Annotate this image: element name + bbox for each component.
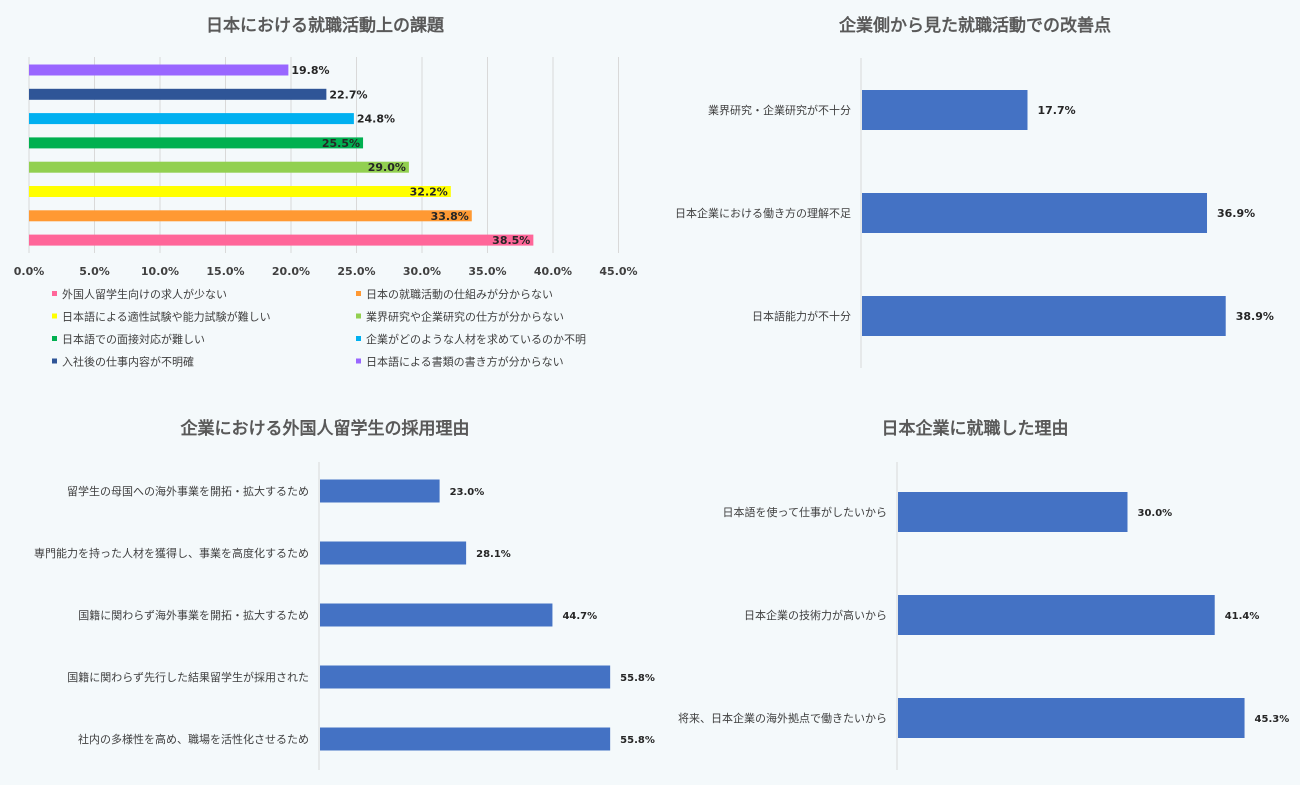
data-label: 19.8%	[291, 64, 329, 77]
chart-title: 日本における就職活動上の課題	[206, 15, 445, 36]
data-label: 30.0%	[1138, 508, 1173, 519]
legend-label: 日本語による書類の書き方が分からない	[366, 355, 564, 369]
bars: 38.5% 33.8% 32.2% 29.0% 25.5% 24.8% 22.7%19.8%	[29, 64, 534, 247]
bar	[29, 210, 472, 222]
x-axis-ticks: 0.0% 5.0% 10.0% 15.0% 20.0% 25.0% 30.0% 35.0% 40…	[14, 265, 638, 278]
bar	[898, 698, 1245, 738]
bar	[29, 64, 289, 76]
data-label: 41.4%	[1225, 611, 1260, 622]
chart-title: 日本企業に就職した理由	[882, 418, 1069, 439]
legend-swatch	[356, 336, 361, 341]
chart-company-improvement-points: 企業側から見た就職活動での改善点 業界研究・企業研究が不十分 17.7% 日本企業に…	[675, 15, 1274, 368]
x-tick-label: 40.0%	[534, 265, 572, 278]
x-tick-label: 35.0%	[468, 265, 506, 278]
data-label: 22.7%	[329, 88, 367, 101]
data-label: 38.9%	[1236, 310, 1274, 323]
legend-label: 業界研究や企業研究の仕方が分からない	[366, 310, 564, 324]
legend-label: 入社後の仕事内容が不明確	[62, 355, 194, 369]
data-label: 36.9%	[1217, 207, 1255, 220]
x-tick-label: 25.0%	[337, 265, 375, 278]
category-label: 専門能力を持った人材を獲得し、事業を高度化するため	[34, 546, 309, 560]
bar	[320, 603, 553, 627]
legend-swatch	[52, 291, 57, 296]
x-tick-label: 30.0%	[403, 265, 441, 278]
legend-label: 日本語での面接対応が難しい	[62, 332, 205, 346]
x-tick-label: 45.0%	[599, 265, 637, 278]
data-label: 23.0%	[450, 487, 485, 498]
category-label: 業界研究・企業研究が不十分	[708, 103, 851, 117]
legend-label: 企業がどのような人材を求めているのか不明	[366, 332, 586, 346]
bar	[29, 137, 364, 149]
data-label: 32.2%	[410, 186, 448, 199]
category-label: 社内の多様性を高め、職場を活性化させるため	[78, 732, 309, 746]
category-label: 日本企業の技術力が高いから	[744, 608, 887, 622]
legend-swatch	[52, 358, 57, 364]
bar	[320, 541, 467, 565]
data-label: 33.8%	[431, 210, 469, 223]
bar	[29, 161, 409, 173]
bar	[29, 234, 534, 246]
legend-swatch	[52, 336, 57, 341]
data-label: 55.8%	[620, 673, 655, 684]
chart-title: 企業における外国人留学生の採用理由	[180, 418, 470, 439]
bar	[29, 186, 451, 197]
x-tick-label: 0.0%	[14, 265, 45, 278]
bar	[862, 90, 1028, 130]
legend-swatch	[356, 313, 361, 319]
category-label: 日本語能力が不十分	[752, 309, 851, 323]
chart-title: 企業側から見た就職活動での改善点	[838, 15, 1111, 36]
bar	[320, 727, 611, 751]
x-tick-label: 15.0%	[206, 265, 244, 278]
category-label: 日本企業における働き方の理解不足	[675, 206, 851, 220]
bar	[898, 492, 1128, 532]
chart-job-hunting-issues: 日本における就職活動上の課題 38.5% 33.8% 32.2% 29.0% 25.5%…	[14, 15, 638, 369]
category-label: 国籍に関わらず先行した結果留学生が採用された	[67, 670, 309, 684]
bars: 業界研究・企業研究が不十分 17.7% 日本企業における働き方の理解不足 36.9% 日…	[675, 58, 1274, 368]
data-label: 38.5%	[492, 234, 530, 247]
data-label: 44.7%	[562, 611, 597, 622]
category-label: 国籍に関わらず海外事業を開拓・拡大するため	[78, 608, 309, 622]
chart-hiring-reasons: 企業における外国人留学生の採用理由 留学生の母国への海外事業を開拓・拡大するため…	[34, 418, 655, 770]
data-label: 55.8%	[620, 735, 655, 746]
data-label: 24.8%	[357, 113, 395, 126]
bars: 日本語を使って仕事がしたいから 30.0% 日本企業の技術力が高いから 41.4% 将来…	[678, 462, 1289, 770]
legend-swatch	[356, 358, 361, 364]
legend-label: 日本語による適性試験や能力試験が難しい	[62, 310, 271, 324]
bar	[29, 88, 327, 100]
legend: 外国人留学生向けの求人が少ない 日本の就職活動の仕組みが分からない日本語による適性…	[52, 287, 586, 369]
data-label: 17.7%	[1037, 104, 1075, 117]
bars: 留学生の母国への海外事業を開拓・拡大するため 23.0% 専門能力を持った人材を獲得…	[34, 462, 655, 770]
bar	[898, 595, 1215, 635]
data-label: 25.5%	[322, 137, 360, 150]
data-label: 29.0%	[368, 161, 406, 174]
legend-swatch	[52, 313, 57, 319]
legend-swatch	[356, 291, 361, 296]
category-label: 留学生の母国への海外事業を開拓・拡大するため	[67, 484, 309, 498]
chart-reasons-joining-japanese-company: 日本企業に就職した理由 日本語を使って仕事がしたいから 30.0% 日本企業の技術力…	[678, 418, 1289, 770]
category-label: 将来、日本企業の海外拠点で働きたいから	[678, 711, 887, 725]
data-label: 45.3%	[1255, 714, 1290, 725]
gridlines	[28, 57, 619, 253]
bar	[320, 479, 440, 503]
legend-label: 外国人留学生向けの求人が少ない	[62, 287, 227, 301]
legend-label: 日本の就職活動の仕組みが分からない	[366, 287, 553, 301]
data-label: 28.1%	[476, 549, 511, 560]
x-tick-label: 10.0%	[141, 265, 179, 278]
bar	[862, 296, 1226, 336]
bar	[862, 193, 1208, 233]
category-label: 日本語を使って仕事がしたいから	[723, 505, 887, 519]
x-tick-label: 5.0%	[79, 265, 110, 278]
bar	[320, 665, 611, 689]
x-tick-label: 20.0%	[272, 265, 310, 278]
bar	[29, 113, 354, 125]
